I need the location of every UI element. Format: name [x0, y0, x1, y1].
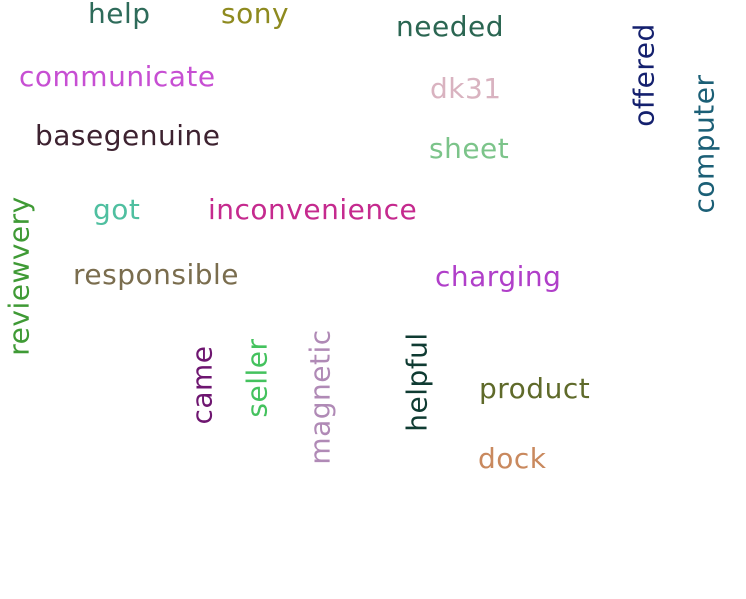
word-dock: dock [478, 442, 547, 475]
word-reviewvery-box: reviewvery [3, 196, 36, 355]
word-seller-box: seller [241, 337, 274, 418]
word-reviewvery: reviewvery [3, 196, 37, 356]
word-came-box: came [186, 345, 219, 425]
word-sheet: sheet [429, 132, 510, 165]
word-communicate: communicate [19, 60, 216, 93]
word-charging: charging [435, 260, 562, 293]
word-helpful: helpful [401, 332, 435, 432]
word-responsible: responsible [73, 258, 240, 291]
word-offered-box: offered [628, 23, 661, 127]
word-seller: seller [241, 337, 274, 418]
word-offered: offered [628, 23, 661, 127]
word-magnetic: magnetic [304, 329, 337, 465]
word-came: came [186, 345, 219, 425]
word-sony: sony [221, 0, 290, 30]
word-basegenuine: basegenuine [35, 119, 221, 152]
word-needed: needed [396, 10, 504, 43]
word-inconvenience: inconvenience [208, 193, 418, 226]
word-help: help [88, 0, 151, 30]
word-computer-box: computer [688, 73, 722, 214]
word-helpful-box: helpful [401, 332, 435, 432]
word-dk31: dk31 [430, 72, 502, 105]
word-product: product [479, 372, 591, 405]
word-got: got [93, 193, 141, 226]
word-computer: computer [688, 73, 722, 214]
word-magnetic-box: magnetic [304, 329, 337, 464]
